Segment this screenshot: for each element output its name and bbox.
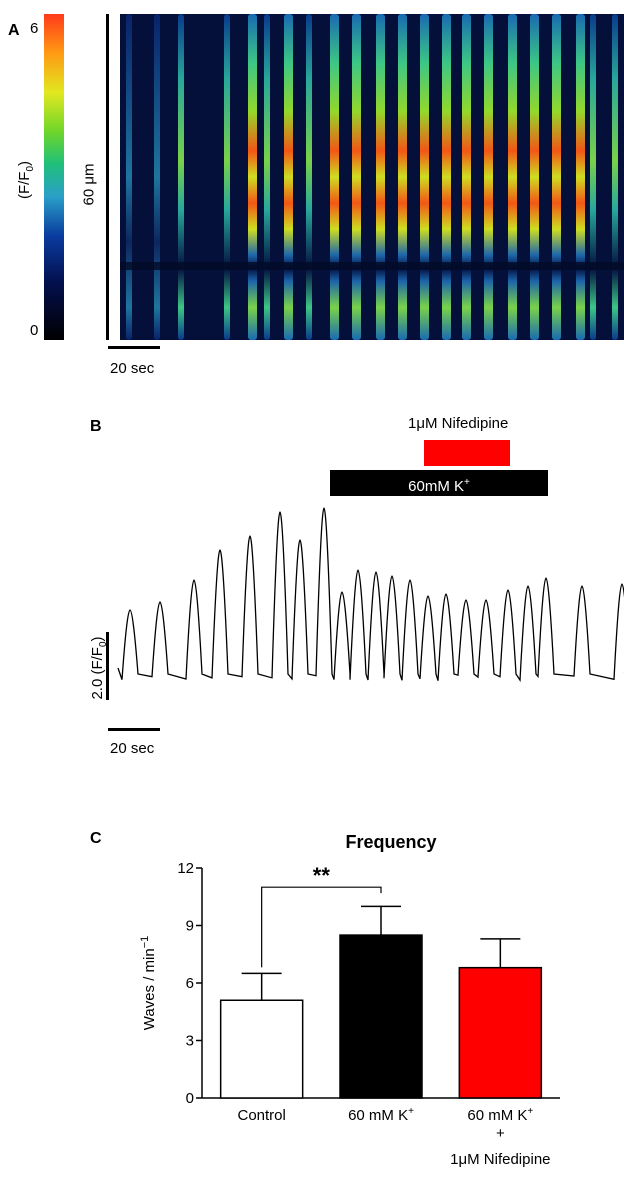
chart-title: Frequency (345, 832, 436, 852)
category-label-plus: + (496, 1125, 505, 1142)
k-label: 60mM K (408, 478, 464, 495)
panel-a-time-scale-label: 20 sec (110, 360, 154, 377)
panel-a-time-scale-bar (108, 346, 160, 349)
nifedipine-bar (424, 440, 510, 466)
significance-label: ** (313, 863, 331, 888)
panel-c-label: C (90, 830, 102, 848)
panel-b-time-scale-label: 20 sec (110, 740, 154, 757)
panel-a-label: A (8, 22, 20, 40)
amp-scale-label: 2.0 (F/F0) (89, 613, 109, 723)
category-label-drug: 1μM Nifedipine (450, 1151, 550, 1168)
panel-b-time-scale-bar (108, 728, 160, 731)
bar (459, 968, 541, 1098)
linescan-image (120, 14, 624, 340)
k-bar: 60mM K+ (330, 470, 548, 496)
y-tick-label: 12 (177, 860, 194, 877)
colorbar-unit-label: (F/F0) (16, 140, 36, 220)
fluorescence-trace (116, 500, 624, 720)
y-axis-label: Waves / min−1 (139, 936, 158, 1031)
bar (340, 935, 422, 1098)
space-scale-label: 60 μm (81, 150, 98, 220)
colorbar (44, 14, 64, 340)
y-tick-label: 6 (186, 975, 194, 992)
frequency-chart: Frequency 0 3 6 9 12 Waves / min−1 Control 60 mM… (120, 820, 620, 1172)
colorbar-min-label: 0 (30, 322, 38, 339)
category-label: 60 mM K+ (467, 1106, 533, 1124)
bar (221, 1000, 303, 1098)
panel-b-label: B (90, 418, 102, 436)
space-scale-bar (106, 14, 109, 340)
category-label: 60 mM K+ (348, 1106, 414, 1124)
category-label: Control (237, 1107, 285, 1124)
nifedipine-label: 1μM Nifedipine (408, 415, 508, 432)
colorbar-max-label: 6 (30, 20, 38, 37)
y-tick-label: 9 (186, 918, 194, 935)
y-tick-label: 3 (186, 1033, 194, 1050)
y-tick-label: 0 (186, 1090, 194, 1107)
